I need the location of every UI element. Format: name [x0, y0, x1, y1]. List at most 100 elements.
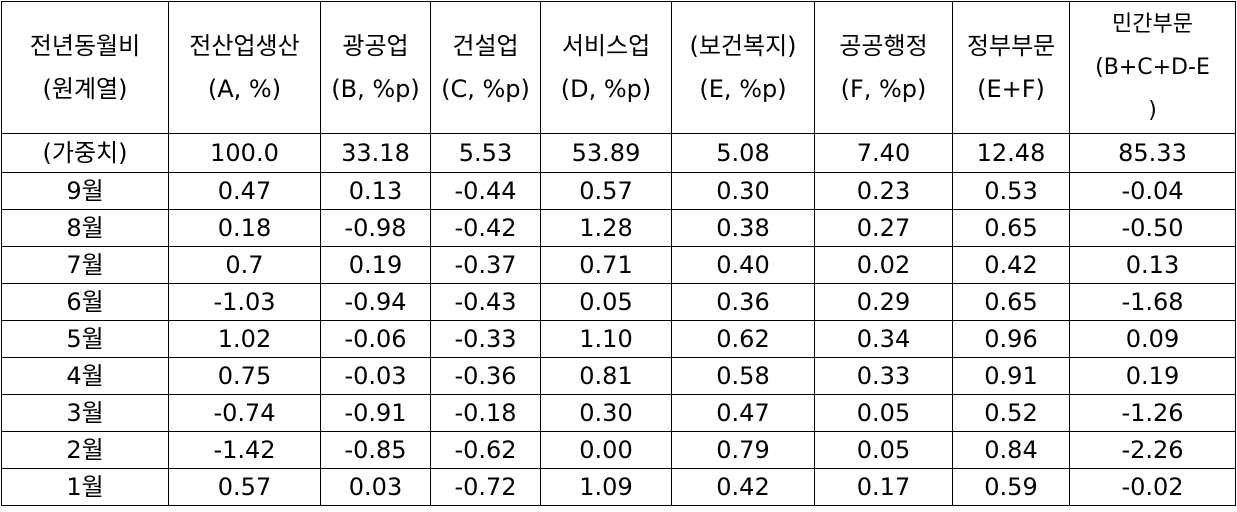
table-cell: -1.68 — [1069, 283, 1236, 321]
table-cell: 0.58 — [671, 357, 815, 395]
row-label: 6월 — [1, 283, 169, 321]
header-line: 서비스업 — [561, 31, 651, 60]
table-cell: 0.17 — [814, 468, 953, 506]
row-label: 1월 — [1, 468, 169, 506]
header-cell-services: 서비스업 (D, %p) — [540, 1, 672, 134]
row-label: 5월 — [1, 320, 169, 358]
header-cell-private-sector: 민간부문 (B+C+D-E ) — [1069, 1, 1236, 134]
table-cell: 0.19 — [320, 246, 431, 284]
table-cell: 0.96 — [952, 320, 1070, 358]
weight-cell: 53.89 — [540, 133, 672, 173]
table-row: 8월 0.18 -0.98 -0.42 1.28 0.38 0.27 0.65 -0.50 — [1, 209, 1236, 247]
weight-row: (가중치) 100.0 33.18 5.53 53.89 5.08 7.40 1… — [1, 133, 1236, 173]
table-cell: -0.98 — [320, 209, 431, 247]
table-cell: 0.65 — [952, 283, 1070, 321]
table-cell: 0.75 — [168, 357, 321, 395]
header-line: (F, %p) — [840, 74, 927, 103]
table-cell: 0.71 — [540, 246, 672, 284]
header-line: (C, %p) — [441, 74, 530, 103]
table-cell: 0.13 — [320, 172, 431, 210]
header-line: 전산업생산 — [189, 31, 300, 60]
header-cell-total-industry: 전산업생산 (A, %) — [168, 1, 321, 134]
table-cell: 0.34 — [814, 320, 953, 358]
table-cell: 0.62 — [671, 320, 815, 358]
table-cell: 0.52 — [952, 394, 1070, 432]
table-cell: -1.26 — [1069, 394, 1236, 432]
header-cell-health-welfare: (보건복지) (E, %p) — [671, 1, 815, 134]
header-line: (E+F) — [977, 74, 1045, 103]
table-cell: 0.57 — [168, 468, 321, 506]
table-cell: -0.85 — [320, 431, 431, 469]
weight-cell: 85.33 — [1069, 133, 1236, 173]
table-row: 2월 -1.42 -0.85 -0.62 0.00 0.79 0.05 0.84 -2.26 — [1, 431, 1236, 469]
header-line: 민간부문 — [1112, 12, 1193, 37]
header-row: 전년동월비 (원계열) 전산업생산 (A, %) 광공업 (B, %p) 건설업… — [1, 1, 1236, 134]
table-cell: -1.03 — [168, 283, 321, 321]
table-cell: 0.81 — [540, 357, 672, 395]
table-cell: 1.02 — [168, 320, 321, 358]
table-cell: -0.72 — [430, 468, 541, 506]
table-cell: 0.23 — [814, 172, 953, 210]
table-cell: 1.10 — [540, 320, 672, 358]
weight-cell: 5.53 — [430, 133, 541, 173]
row-label: 8월 — [1, 209, 169, 247]
header-cell-period: 전년동월비 (원계열) — [1, 1, 169, 134]
table-cell: 0.13 — [1069, 246, 1236, 284]
table-cell: -0.91 — [320, 394, 431, 432]
table-cell: -0.62 — [430, 431, 541, 469]
table-row: 7월 0.7 0.19 -0.37 0.71 0.40 0.02 0.42 0.13 — [1, 246, 1236, 284]
table-cell: 0.59 — [952, 468, 1070, 506]
table-cell: 0.19 — [1069, 357, 1236, 395]
table-cell: -0.42 — [430, 209, 541, 247]
table-cell: 0.05 — [814, 431, 953, 469]
table-cell: 0.30 — [671, 172, 815, 210]
table-cell: 0.33 — [814, 357, 953, 395]
table-cell: -0.03 — [320, 357, 431, 395]
table-cell: 0.00 — [540, 431, 672, 469]
header-line: (B+C+D-E — [1095, 55, 1210, 80]
weight-cell: 100.0 — [168, 133, 321, 173]
table-cell: 0.47 — [168, 172, 321, 210]
table-cell: -0.18 — [430, 394, 541, 432]
table-row: 5월 1.02 -0.06 -0.33 1.10 0.62 0.34 0.96 0.09 — [1, 320, 1236, 358]
table-cell: 0.38 — [671, 209, 815, 247]
header-line: (B, %p) — [331, 74, 420, 103]
header-cell-mining-manufacturing: 광공업 (B, %p) — [320, 1, 431, 134]
header-line: (D, %p) — [560, 74, 652, 103]
table-cell: 0.91 — [952, 357, 1070, 395]
table-cell: 0.42 — [671, 468, 815, 506]
table-cell: 1.09 — [540, 468, 672, 506]
table-cell: 0.79 — [671, 431, 815, 469]
table-cell: -0.02 — [1069, 468, 1236, 506]
header-line: (원계열) — [42, 74, 128, 103]
table-cell: -0.37 — [430, 246, 541, 284]
table-cell: 0.36 — [671, 283, 815, 321]
row-label: 7월 — [1, 246, 169, 284]
header-cell-construction: 건설업 (C, %p) — [430, 1, 541, 134]
table-cell: -0.06 — [320, 320, 431, 358]
table-cell: -0.36 — [430, 357, 541, 395]
header-cell-government-sector: 정부부문 (E+F) — [952, 1, 1070, 134]
row-label: (가중치) — [1, 133, 169, 173]
header-line: (보건복지) — [689, 31, 797, 60]
table-row: 1월 0.57 0.03 -0.72 1.09 0.42 0.17 0.59 -0.02 — [1, 468, 1236, 506]
header-line: 정부부문 — [966, 31, 1056, 60]
table-cell: -0.33 — [430, 320, 541, 358]
table-cell: 0.05 — [814, 394, 953, 432]
table-cell: 0.30 — [540, 394, 672, 432]
table-cell: 0.42 — [952, 246, 1070, 284]
header-line: 건설업 — [452, 31, 519, 60]
table-cell: 0.47 — [671, 394, 815, 432]
table-cell: 0.84 — [952, 431, 1070, 469]
header-line: (A, %) — [207, 74, 282, 103]
weight-cell: 12.48 — [952, 133, 1070, 173]
header-line: 전년동월비 — [29, 31, 141, 60]
table-cell: 1.28 — [540, 209, 672, 247]
table-cell: -0.43 — [430, 283, 541, 321]
table-cell: 0.02 — [814, 246, 953, 284]
weight-cell: 33.18 — [320, 133, 431, 173]
table-cell: 0.18 — [168, 209, 321, 247]
table-cell: 0.09 — [1069, 320, 1236, 358]
table-cell: -2.26 — [1069, 431, 1236, 469]
